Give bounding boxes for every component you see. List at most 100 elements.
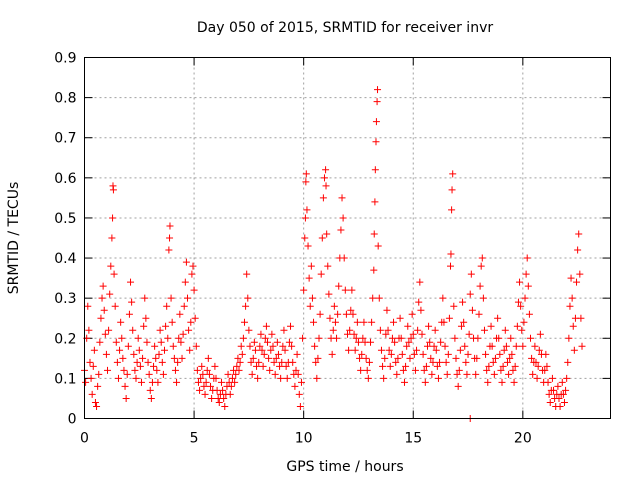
data-point [187,318,195,326]
data-point [533,374,541,382]
data-point [570,346,578,354]
data-point [445,314,453,322]
data-point [144,358,152,366]
data-point [189,262,197,270]
data-point [127,278,135,286]
data-point [220,394,228,402]
data-point [447,262,455,270]
data-point [468,306,476,314]
data-point [531,342,539,350]
data-point [374,242,382,250]
data-point [293,350,301,358]
data-point [433,362,441,370]
data-point [219,386,227,394]
data-point [159,370,167,378]
data-point [382,330,390,338]
data-point [400,378,408,386]
y-tick-label: 0.1 [54,371,76,387]
data-point [513,322,521,330]
data-point [390,318,398,326]
data-point [564,358,572,366]
data-point [514,298,522,306]
data-point [485,362,493,370]
data-point [153,366,161,374]
data-point [330,302,338,310]
data-point [491,354,499,362]
data-point [323,230,331,238]
data-point [310,318,318,326]
data-point [101,330,109,338]
data-point [106,290,114,298]
data-point [190,286,198,294]
data-point [302,178,310,186]
data-point [490,370,498,378]
data-point [300,286,308,294]
data-point [157,338,165,346]
data-point [110,270,118,278]
data-point [114,374,122,382]
data-point [444,350,452,358]
data-point [270,358,278,366]
data-point [450,302,458,310]
data-point [521,294,529,302]
data-point [211,362,219,370]
data-point [386,362,394,370]
data-point [456,346,464,354]
data-point [451,334,459,342]
data-point [236,358,244,366]
data-point [287,322,295,330]
data-point [542,350,550,358]
data-point [124,342,132,350]
data-point [388,334,396,342]
data-point [370,266,378,274]
data-point [422,362,430,370]
data-point [339,214,347,222]
data-point [431,326,439,334]
data-point [425,322,433,330]
data-point [475,310,483,318]
data-point [522,270,530,278]
data-point [245,326,253,334]
data-point [461,342,469,350]
data-point [151,342,159,350]
data-point [89,362,97,370]
data-point [242,302,250,310]
data-point [221,402,229,410]
data-point [383,306,391,314]
data-point [199,370,207,378]
data-point [478,254,486,262]
data-point [224,370,232,378]
data-point [350,330,358,338]
data-point [396,314,404,322]
data-point [285,338,293,346]
data-point [502,342,510,350]
data-point [496,350,504,358]
x-tick-label: 20 [514,431,532,447]
plot-frame [84,57,611,419]
data-point [203,366,211,374]
data-point [541,366,549,374]
data-point [261,334,269,342]
data-point [529,370,537,378]
data-point [376,326,384,334]
data-point [194,378,202,386]
data-point [328,350,336,358]
data-point [305,274,313,282]
data-point [524,282,532,290]
data-point [267,346,275,354]
data-point [104,366,112,374]
data-point [369,294,377,302]
data-point [362,354,370,362]
x-tick-label: 15 [404,431,422,447]
data-point [282,362,290,370]
data-point [291,382,299,390]
y-tick-label: 0.9 [54,51,76,67]
data-point [429,358,437,366]
data-point [178,354,186,362]
data-point [173,378,181,386]
data-point [132,374,140,382]
data-point [365,358,373,366]
data-point [418,330,426,338]
data-point [134,334,142,342]
data-point [354,338,362,346]
